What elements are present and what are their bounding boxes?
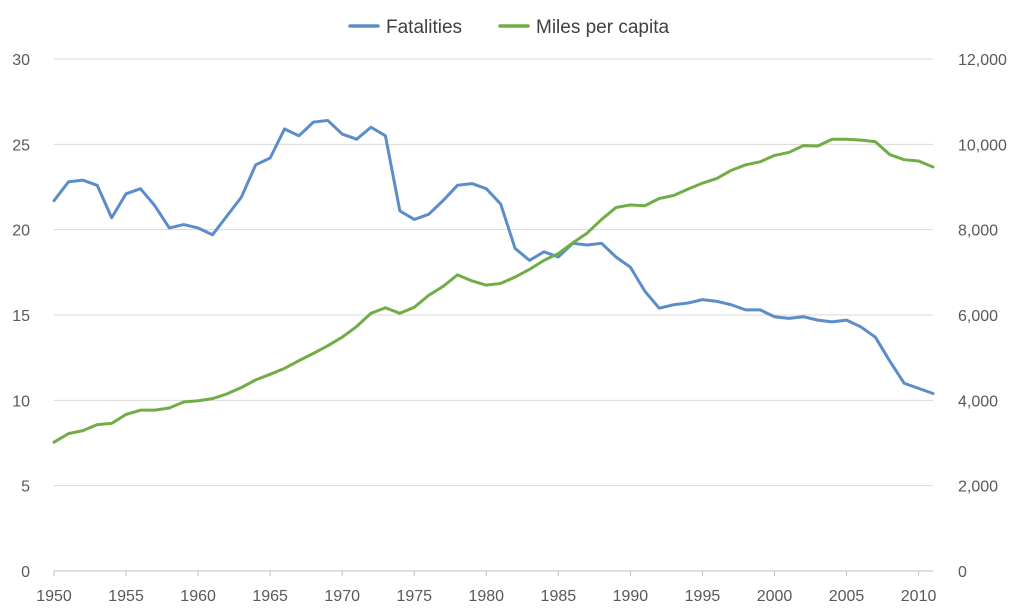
x-tick-label: 1965 xyxy=(252,588,288,605)
x-tick-label: 1990 xyxy=(613,588,649,605)
series-line-miles-per-capita xyxy=(52,137,935,444)
legend-label-fatalities: Fatalities xyxy=(386,17,462,38)
y-right-tick-label: 6,000 xyxy=(958,308,998,325)
x-tick-label: 1960 xyxy=(180,588,216,605)
y-axis-right: 0 2,000 4,000 6,000 8,000 10,000 12,000 xyxy=(958,52,1007,581)
y-right-tick-label: 4,000 xyxy=(958,393,998,410)
y-left-tick-label: 25 xyxy=(12,137,30,154)
y-right-tick-label: 8,000 xyxy=(958,223,998,240)
y-left-tick-label: 30 xyxy=(12,52,30,69)
legend: Fatalities Miles per capita xyxy=(348,17,669,38)
y-left-tick-label: 15 xyxy=(12,308,30,325)
x-tick-label: 1985 xyxy=(541,588,577,605)
y-right-tick-label: 2,000 xyxy=(958,479,998,496)
gridlines xyxy=(54,58,933,572)
y-right-tick-label: 10,000 xyxy=(958,137,1007,154)
y-right-tick-label: 12,000 xyxy=(958,52,1007,69)
x-tick-label: 2005 xyxy=(829,588,865,605)
x-tick-label: 2000 xyxy=(757,588,793,605)
x-tick-label: 1950 xyxy=(36,588,72,605)
y-left-tick-label: 20 xyxy=(12,223,30,240)
x-tick-label: 1995 xyxy=(685,588,721,605)
y-left-tick-label: 5 xyxy=(21,479,30,496)
series-line-fatalities xyxy=(52,118,935,396)
y-left-tick-label: 0 xyxy=(21,564,30,581)
legend-label-miles-per-capita: Miles per capita xyxy=(536,17,669,38)
x-tick-label: 2010 xyxy=(901,588,937,605)
y-left-tick-label: 10 xyxy=(12,393,30,410)
x-axis: 1950 1955 1960 1965 1970 1975 1980 1985 1990 1995… xyxy=(36,571,936,605)
x-tick-label: 1955 xyxy=(108,588,144,605)
x-tick-label: 1975 xyxy=(396,588,432,605)
y-right-tick-label: 0 xyxy=(958,564,967,581)
x-tick-label: 1980 xyxy=(468,588,504,605)
y-axis-left: 0 5 10 15 20 25 30 xyxy=(12,52,30,581)
series-layer xyxy=(52,118,935,444)
x-tick-label: 1970 xyxy=(324,588,360,605)
